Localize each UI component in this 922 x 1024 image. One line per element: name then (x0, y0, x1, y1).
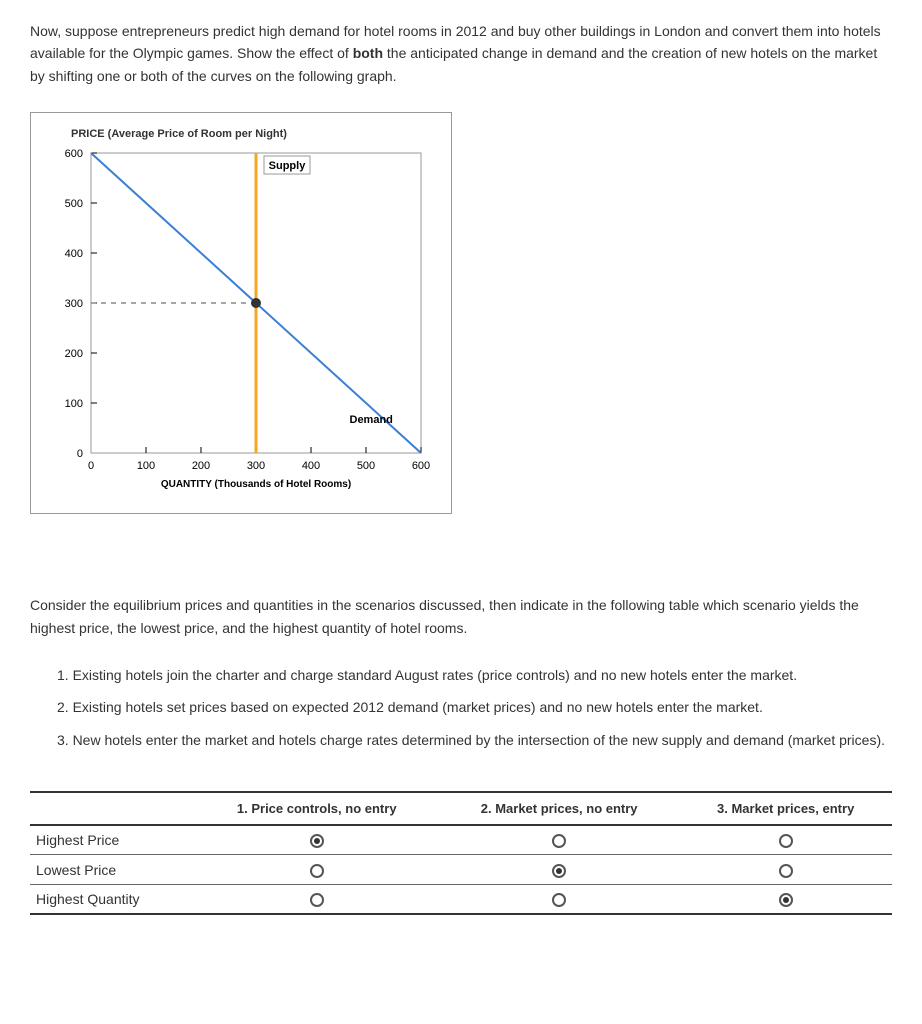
svg-text:500: 500 (357, 460, 375, 472)
table-row: Lowest Price (30, 855, 892, 884)
scenario-item-3: 3. New hotels enter the market and hotel… (30, 729, 892, 751)
svg-text:100: 100 (137, 460, 155, 472)
table-header-0 (30, 792, 194, 825)
svg-text:100: 100 (65, 398, 83, 410)
svg-text:Supply: Supply (269, 160, 307, 172)
table-header-2: 2. Market prices, no entry (439, 792, 679, 825)
svg-text:0: 0 (88, 460, 94, 472)
svg-text:300: 300 (65, 298, 83, 310)
row-label: Highest Quantity (30, 884, 194, 914)
svg-text:200: 200 (192, 460, 210, 472)
radio-option[interactable] (552, 893, 566, 907)
svg-text:QUANTITY (Thousands of Hotel R: QUANTITY (Thousands of Hotel Rooms) (161, 479, 351, 490)
row-label: Highest Price (30, 825, 194, 855)
table-row: Highest Price (30, 825, 892, 855)
radio-option[interactable] (310, 893, 324, 907)
scenario-item-1: 1. Existing hotels join the charter and … (30, 664, 892, 686)
svg-text:200: 200 (65, 348, 83, 360)
instruction-paragraph: Consider the equilibrium prices and quan… (30, 594, 892, 639)
radio-option[interactable] (779, 864, 793, 878)
radio-option[interactable] (552, 864, 566, 878)
radio-option[interactable] (779, 834, 793, 848)
svg-text:400: 400 (302, 460, 320, 472)
radio-option[interactable] (310, 864, 324, 878)
radio-option[interactable] (552, 834, 566, 848)
radio-option[interactable] (779, 893, 793, 907)
svg-text:0: 0 (77, 448, 83, 460)
equilibrium-point[interactable] (251, 298, 261, 308)
svg-text:Demand: Demand (350, 414, 393, 426)
scenario-list: 1. Existing hotels join the charter and … (30, 664, 892, 751)
answer-table: 1. Price controls, no entry2. Market pri… (30, 791, 892, 915)
intro-paragraph: Now, suppose entrepreneurs predict high … (30, 20, 892, 87)
radio-option[interactable] (310, 834, 324, 848)
svg-text:300: 300 (247, 460, 265, 472)
row-label: Lowest Price (30, 855, 194, 884)
table-row: Highest Quantity (30, 884, 892, 914)
svg-text:600: 600 (412, 460, 430, 472)
svg-text:600: 600 (65, 148, 83, 160)
scenario-item-2: 2. Existing hotels set prices based on e… (30, 696, 892, 718)
table-header-1: 1. Price controls, no entry (194, 792, 438, 825)
chart-y-axis-title: PRICE (Average Price of Room per Night) (71, 128, 431, 140)
chart-container: PRICE (Average Price of Room per Night) … (30, 112, 452, 514)
svg-text:400: 400 (65, 248, 83, 260)
table-header-3: 3. Market prices, entry (679, 792, 892, 825)
supply-demand-chart[interactable]: 100 200 300 400 500 600 0 100 200 300 400 500 600 0 Su… (46, 148, 431, 493)
svg-text:500: 500 (65, 198, 83, 210)
